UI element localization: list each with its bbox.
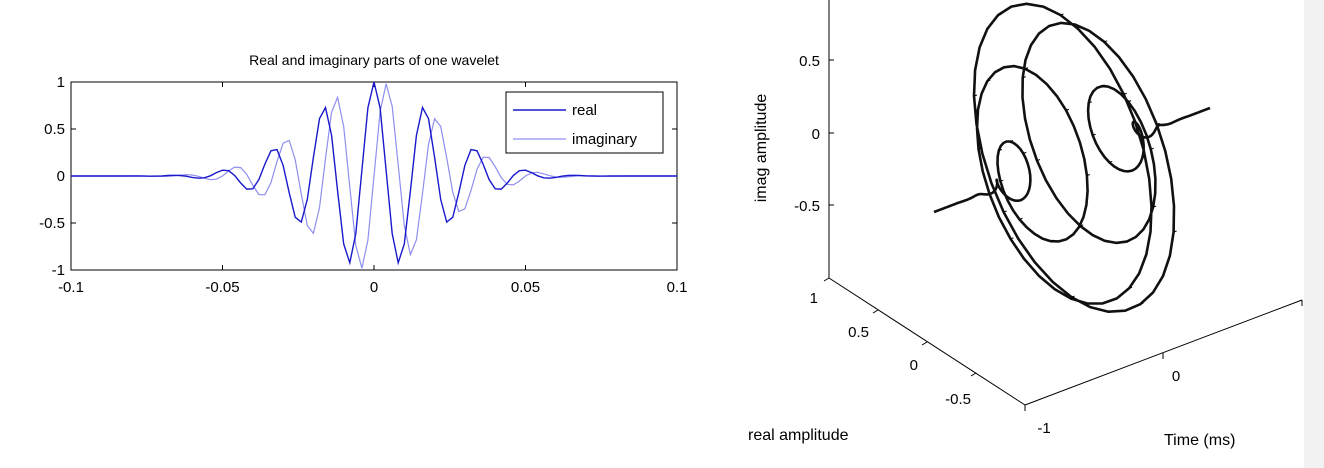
helix-tick <box>1070 297 1075 300</box>
y-tick-label: 0 <box>57 168 65 185</box>
helix-tick <box>1000 179 1004 182</box>
helix-tick <box>1009 139 1014 142</box>
real-axis-line <box>828 277 1026 406</box>
helix-tick <box>1065 108 1070 111</box>
x-tick-label: -0.1 <box>58 279 84 296</box>
time-axis-label: Time (ms) <box>1164 432 1235 449</box>
real-axis-label: real amplitude <box>748 427 849 444</box>
x-tick-label: -0.05 <box>205 279 239 296</box>
helix-tick <box>1126 240 1130 243</box>
helix-tick <box>1104 40 1108 43</box>
time-tick-label: -1 <box>1037 420 1050 437</box>
time-tick-label: 0 <box>1172 368 1180 385</box>
legend: real imaginary <box>505 91 664 154</box>
y-tick-label: -0.5 <box>39 215 65 232</box>
helix-tick <box>1048 24 1053 27</box>
z-axis-ticks: 0.5 0 -0.5 <box>794 53 834 215</box>
helix-tick <box>1022 76 1026 79</box>
helix-tick <box>1140 302 1144 305</box>
helix-tick <box>1071 295 1075 298</box>
time-axis-ticks: -1 0 1 <box>1024 300 1313 437</box>
helix-tick <box>1102 84 1106 87</box>
helix-tick <box>1128 286 1133 289</box>
helix-tick <box>987 79 991 82</box>
wavelet-chart: Real and imaginary parts of one wavelet … <box>39 52 687 296</box>
helix-tick <box>1003 210 1007 213</box>
helix-tick <box>1152 205 1157 208</box>
legend-box <box>505 91 664 154</box>
real-tick-label: 0 <box>910 357 918 374</box>
legend-real-label: real <box>572 102 597 119</box>
helix-tick <box>1151 204 1155 207</box>
helix-tick <box>1019 217 1023 220</box>
series-real-line <box>71 81 677 266</box>
x-tick-label: 0.1 <box>667 279 688 296</box>
z-axis-label: imag amplitude <box>753 94 770 203</box>
helix-tick <box>1156 122 1160 125</box>
real-tick-label: -0.5 <box>945 391 971 408</box>
helix-tick <box>1024 67 1029 70</box>
helix-tick <box>997 13 1002 16</box>
real-axis-ticks: 1 0.5 0 -0.5 <box>810 277 977 408</box>
helix-tick <box>1150 147 1154 150</box>
x-axis-ticks: -0.1 -0.05 0 0.05 0.1 <box>58 82 687 296</box>
helix-tick <box>1023 151 1027 154</box>
y-tick-label: 1 <box>57 74 65 91</box>
helix-3d-chart: 0.5 0 -0.5 imag amplitude 1 0.5 0 -0.5 r… <box>748 0 1313 449</box>
real-tick-label: 0.5 <box>848 324 869 341</box>
helix-tick <box>1127 100 1132 103</box>
x-tick-label: 0 <box>370 279 378 296</box>
helix-tick <box>1088 101 1092 104</box>
helix-tick <box>1010 237 1014 240</box>
z-tick-label: 0 <box>812 126 820 143</box>
helix-tick <box>1080 224 1084 227</box>
z-tick-label: -0.5 <box>794 198 820 215</box>
helix-tick <box>978 147 982 150</box>
real-tick-label: 1 <box>810 290 818 307</box>
helix-tick <box>1109 160 1113 163</box>
legend-imaginary-label: imaginary <box>572 131 638 148</box>
helix-tick <box>1092 133 1096 136</box>
helix-tick-marks <box>973 13 1177 305</box>
helix-tick <box>1123 92 1127 95</box>
y-tick-label: 0.5 <box>44 121 65 138</box>
helix-tick <box>1060 13 1064 16</box>
helix-tick <box>1050 239 1054 242</box>
wavelet-helix <box>933 2 1211 313</box>
time-axis-line <box>1024 299 1303 406</box>
y-tick-label: -1 <box>52 262 65 279</box>
helix-tick <box>998 149 1003 151</box>
helix-tick <box>973 94 978 97</box>
x-tick-label: 0.05 <box>511 279 540 296</box>
helix-tick <box>1036 159 1041 162</box>
z-tick-label: 0.5 <box>799 53 820 70</box>
helix-tick <box>1086 174 1091 176</box>
window-edge <box>1304 0 1324 468</box>
helix-tick <box>1078 225 1083 228</box>
helix-tick <box>1127 169 1132 172</box>
chart-title: Real and imaginary parts of one wavelet <box>249 52 499 68</box>
helix-tick <box>1173 230 1177 233</box>
